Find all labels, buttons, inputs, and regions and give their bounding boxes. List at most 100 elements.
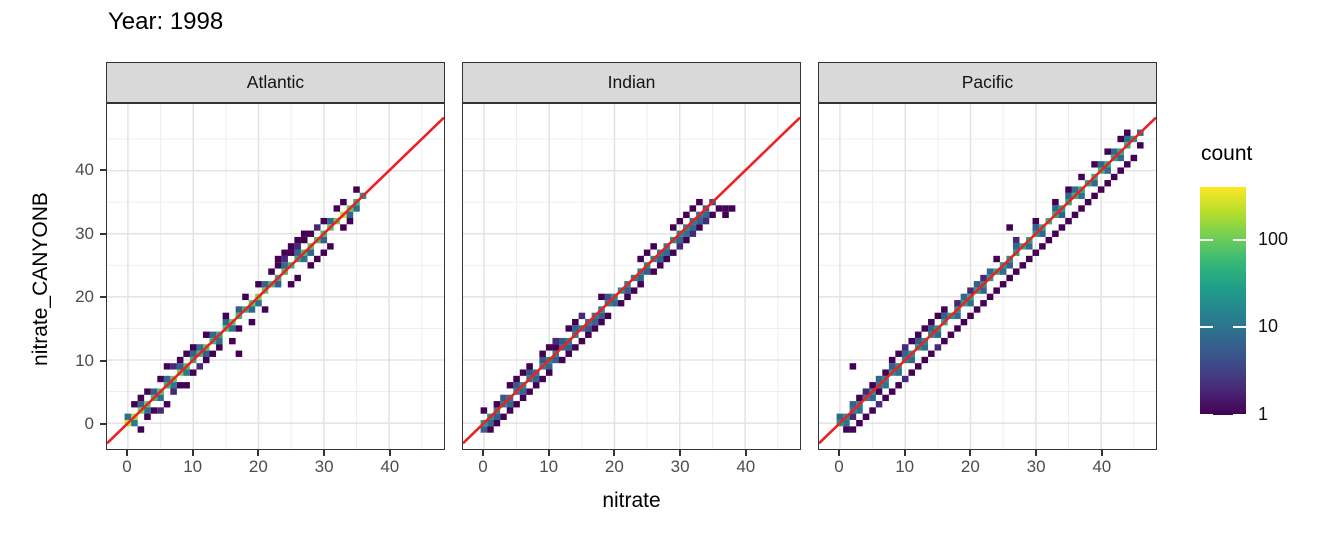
count-bin: [229, 325, 236, 332]
count-bin: [572, 325, 579, 332]
count-bin: [196, 363, 204, 370]
count-bin: [728, 205, 736, 212]
count-bin: [585, 325, 592, 332]
count-bin: [170, 363, 177, 370]
count-bin: [300, 230, 308, 237]
count-bin: [1039, 243, 1046, 250]
count-bin: [545, 363, 553, 370]
count-bin: [901, 350, 909, 357]
legend-tick-dash-left: [1200, 414, 1213, 416]
count-bin: [934, 312, 942, 320]
count-bin: [170, 388, 177, 395]
count-bin: [973, 281, 981, 288]
count-bin: [1065, 186, 1072, 193]
count-bin: [643, 249, 651, 256]
count-bin: [849, 426, 857, 433]
plot-panel: [106, 103, 445, 450]
count-bin: [941, 312, 948, 320]
count-bin: [526, 363, 533, 370]
count-bin: [895, 350, 902, 357]
count-bin: [1123, 129, 1131, 136]
plot-panel: [818, 103, 1157, 450]
count-bin: [702, 217, 710, 225]
count-bin: [921, 356, 929, 364]
x-tick-mark: [613, 450, 616, 456]
x-tick-mark: [482, 450, 484, 456]
count-bin: [980, 287, 987, 294]
facet-strip-label: Atlantic: [246, 72, 305, 92]
count-bin: [928, 318, 935, 326]
count-bin: [941, 337, 948, 345]
count-bin: [565, 325, 573, 332]
count-bin: [843, 426, 850, 433]
count-bin: [630, 287, 638, 294]
count-bin: [862, 388, 870, 395]
count-bin: [170, 382, 177, 389]
count-bin: [973, 306, 981, 313]
count-bin: [669, 224, 677, 231]
count-bin: [908, 369, 916, 376]
count-bin: [327, 217, 334, 225]
count-bin: [131, 401, 138, 408]
count-bin: [539, 375, 546, 383]
count-bin: [1078, 192, 1085, 200]
count-bin: [849, 363, 857, 370]
count-bin: [513, 375, 520, 383]
count-bin: [663, 255, 671, 263]
count-bin: [150, 388, 158, 395]
count-bin: [947, 331, 955, 338]
count-bin: [999, 281, 1007, 288]
count-bin: [294, 249, 301, 256]
x-tick-mark: [969, 450, 972, 456]
count-bin: [248, 306, 256, 313]
count-bin: [1078, 205, 1085, 212]
count-bin: [144, 407, 151, 414]
count-bin: [676, 217, 684, 225]
count-bin: [131, 419, 138, 427]
count-bin: [1097, 186, 1105, 193]
x-tick-mark: [1035, 450, 1038, 456]
facet-indian: Indian 0 10 20 30 40: [462, 62, 801, 482]
count-bin: [914, 337, 922, 345]
x-tick-label: 30: [670, 457, 690, 476]
count-bin: [209, 331, 217, 338]
count-bin: [144, 388, 151, 395]
count-bin: [836, 413, 844, 420]
count-bin: [558, 337, 566, 345]
count-bin: [513, 382, 520, 389]
count-bin: [882, 369, 889, 376]
panel-canvas: [107, 104, 444, 449]
count-bin: [1123, 135, 1131, 143]
x-tick-label: 40: [736, 457, 756, 476]
count-bin: [578, 337, 586, 345]
x-tick-mark: [838, 450, 840, 456]
count-bin: [487, 419, 494, 427]
x-tick-label: 20: [248, 457, 268, 476]
count-bin: [882, 382, 889, 389]
legend-tick-dash-left: [1200, 326, 1213, 329]
count-bin: [689, 230, 697, 237]
count-bin: [967, 300, 974, 307]
count-bin: [696, 224, 703, 231]
count-bin: [921, 344, 929, 351]
count-bin: [676, 243, 684, 250]
count-bin: [908, 356, 916, 364]
count-bin: [513, 401, 520, 408]
panel-canvas: [463, 104, 800, 449]
count-bin: [222, 318, 230, 326]
count-bin: [137, 394, 145, 402]
count-bin: [1025, 243, 1033, 250]
x-tick-mark: [126, 450, 128, 456]
count-bin: [519, 388, 527, 395]
count-bin: [1104, 180, 1111, 187]
count-bin: [163, 375, 171, 383]
x-tick-mark: [679, 450, 682, 456]
count-bin: [696, 198, 703, 206]
legend-tick-dash-right: [1233, 326, 1246, 329]
count-bin: [941, 306, 948, 313]
count-bin: [1019, 262, 1027, 269]
count-bin: [1104, 167, 1111, 174]
x-tick-label: 0: [834, 457, 844, 476]
facet-strip: Atlantic: [106, 62, 445, 103]
count-bin: [611, 300, 618, 307]
